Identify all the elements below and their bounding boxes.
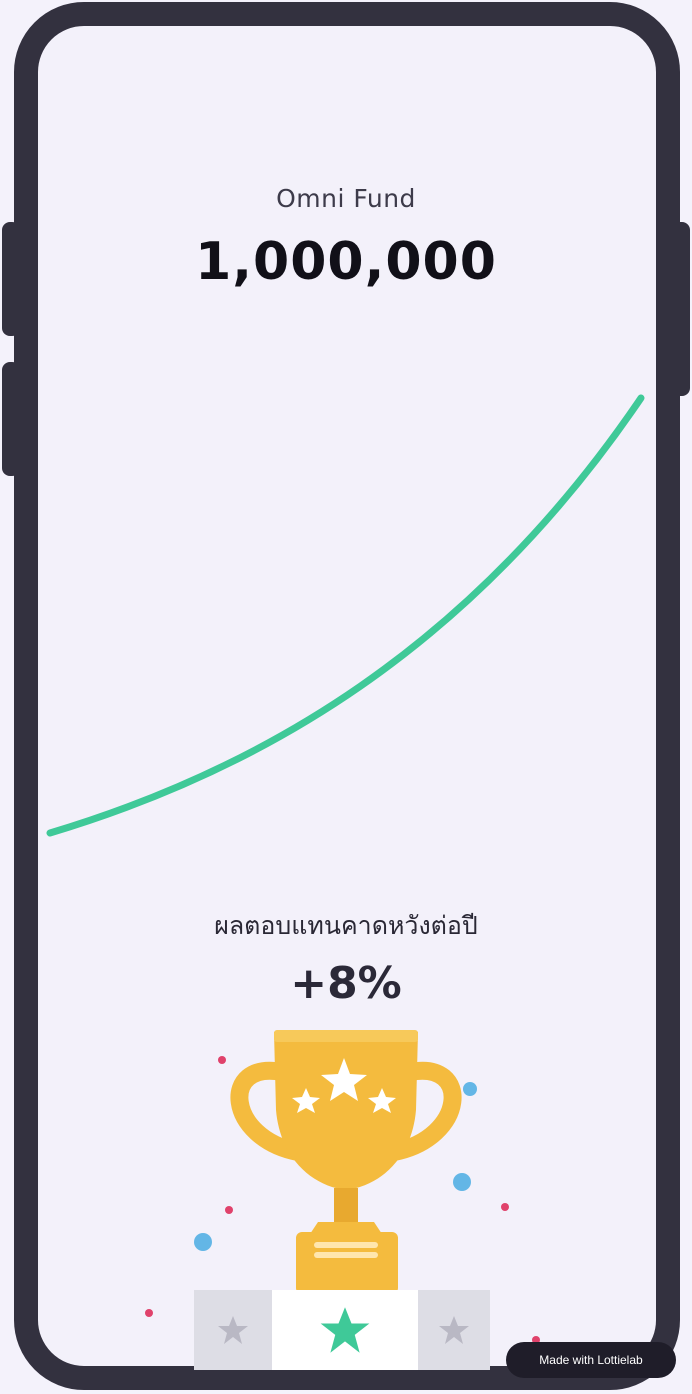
confetti-dot <box>218 1056 226 1064</box>
fund-name: Omni Fund <box>276 184 416 213</box>
star-icon <box>292 1088 320 1113</box>
expected-return-label: ผลตอบแทนคาดหวังต่อปี <box>214 911 478 940</box>
star-icon <box>439 1316 469 1344</box>
confetti-dot <box>225 1206 233 1214</box>
confetti-dot <box>463 1082 477 1096</box>
confetti-dot <box>145 1309 153 1317</box>
confetti-dot <box>453 1173 471 1191</box>
fund-value: 1,000,000 <box>195 232 497 292</box>
podium-center <box>272 1290 418 1370</box>
growth-curve-line <box>46 394 645 837</box>
star-icon <box>368 1088 396 1113</box>
star-icon <box>320 1307 370 1353</box>
confetti-dot <box>194 1233 212 1251</box>
confetti-dot <box>501 1203 509 1211</box>
made-with-lottielab-badge[interactable]: Made with Lottielab <box>506 1342 676 1378</box>
star-icon <box>218 1316 248 1344</box>
expected-return-value: +8% <box>290 958 402 1009</box>
podium-left <box>194 1290 272 1370</box>
star-icon <box>321 1058 367 1101</box>
podium-right <box>418 1290 490 1370</box>
